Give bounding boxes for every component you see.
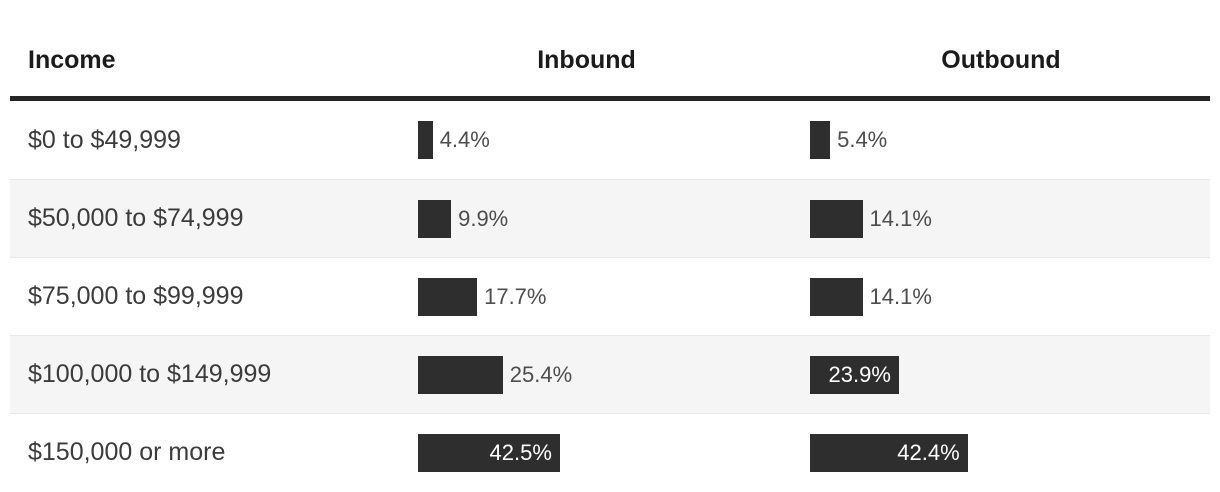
table-row: $150,000 or more 42.5% 42.4% [10, 413, 1210, 491]
inbound-bar-cell: 42.5% [418, 433, 810, 472]
outbound-bar [810, 277, 863, 316]
outbound-value-label: 14.1% [869, 205, 932, 231]
inbound-bar [418, 121, 433, 159]
table-row: $50,000 to $74,999 9.9% 14.1% [10, 179, 1210, 257]
inbound-bar-cell: 17.7% [418, 277, 810, 316]
table-header: Income Inbound Outbound [10, 0, 1210, 101]
outbound-bar-cell: 42.4% [810, 433, 1210, 472]
inbound-bar [418, 277, 478, 316]
table-body: $0 to $49,999 4.4% 5.4% $50,000 to $74,9… [10, 101, 1210, 491]
outbound-value-label: 23.9% [828, 361, 891, 387]
outbound-value-label: 14.1% [869, 283, 932, 309]
inbound-bar-cell: 9.9% [418, 199, 810, 238]
outbound-value-label: 42.4% [897, 439, 960, 465]
inbound-value-label: 42.5% [489, 439, 552, 465]
inbound-value-label: 9.9% [458, 205, 509, 231]
inbound-bar [418, 199, 452, 238]
outbound-value-label: 5.4% [837, 127, 888, 152]
outbound-bar-cell: 14.1% [810, 277, 1210, 316]
inbound-bar-cell: 25.4% [418, 355, 810, 394]
income-column-header: Income [28, 46, 116, 74]
outbound-bar [810, 121, 831, 159]
outbound-bar-cell: 5.4% [810, 121, 1210, 159]
table-row: $100,000 to $149,999 25.4% 23.9% [10, 335, 1210, 413]
income-label: $150,000 or more [28, 438, 226, 466]
outbound-bar: 23.9% [810, 355, 899, 394]
inbound-bar: 42.5% [418, 433, 560, 472]
income-label: $75,000 to $99,999 [28, 282, 244, 310]
chart-table: Income Inbound Outbound $0 to $49,999 4.… [10, 0, 1210, 491]
table-row: $75,000 to $99,999 17.7% 14.1% [10, 257, 1210, 335]
outbound-bar [810, 199, 863, 238]
inbound-value-label: 4.4% [439, 127, 490, 152]
outbound-bar: 42.4% [810, 433, 968, 472]
outbound-bar-cell: 14.1% [810, 199, 1210, 238]
outbound-bar-cell: 23.9% [810, 355, 1210, 394]
inbound-bar-cell: 4.4% [418, 121, 810, 159]
inbound-column-header: Inbound [537, 46, 636, 74]
table-row: $0 to $49,999 4.4% 5.4% [10, 101, 1210, 179]
inbound-bar [418, 355, 503, 394]
inbound-value-label: 17.7% [484, 283, 547, 309]
income-label: $50,000 to $74,999 [28, 204, 244, 232]
inbound-value-label: 25.4% [509, 361, 573, 387]
income-label: $0 to $49,999 [28, 125, 181, 154]
outbound-column-header: Outbound [941, 46, 1061, 74]
income-label: $100,000 to $149,999 [28, 360, 272, 388]
